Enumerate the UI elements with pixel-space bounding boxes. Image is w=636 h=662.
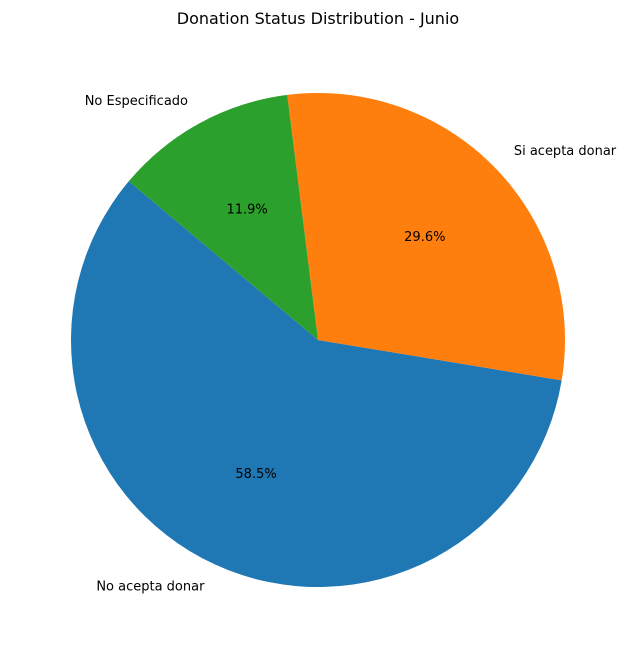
- slice-percent-no-acepta-donar: 58.5%: [235, 467, 276, 482]
- slice-label-no-acepta-donar: No acepta donar: [96, 579, 205, 594]
- chart-title: Donation Status Distribution - Junio: [177, 9, 459, 28]
- slice-label-no-especificado: No Especificado: [85, 94, 188, 109]
- pie-slice-no-especificado: [128, 94, 318, 340]
- pie-slice-no-acepta-donar: [71, 181, 562, 588]
- pie-labels: No acepta donar 58.5% Si acepta donar 29.6%…: [85, 94, 617, 594]
- slice-label-si-acepta-donar: Si acepta donar: [514, 144, 617, 159]
- slice-percent-no-especificado: 11.9%: [226, 202, 267, 217]
- pie-slice-si-acepta-donar: [287, 92, 565, 381]
- slice-percent-si-acepta-donar: 29.6%: [404, 230, 445, 245]
- pie-slices: [71, 92, 565, 588]
